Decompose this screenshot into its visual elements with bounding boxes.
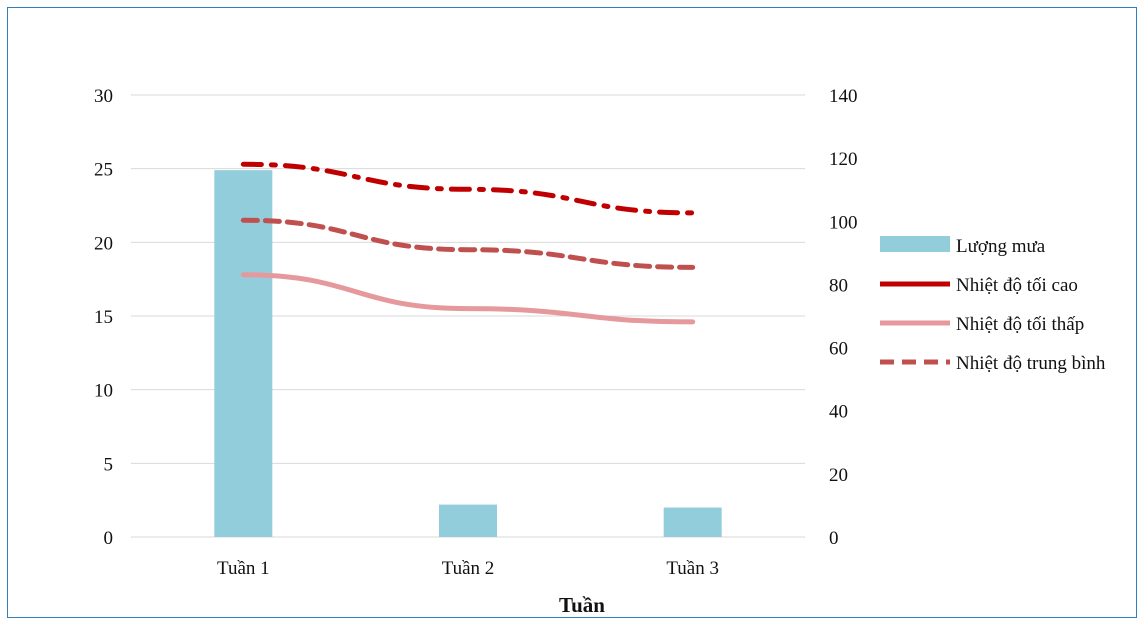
right-tick-label: 20 [829,465,848,486]
right-tick-label: 40 [829,402,848,423]
left-tick-label: 0 [104,528,114,549]
legend-label: Nhiệt độ tối thấp [956,314,1084,335]
bar [663,507,722,537]
legend-swatch [880,236,950,252]
category-label: Tuần 1 [217,558,270,579]
x-axis-title: Tuần [559,593,605,617]
series-line [240,217,696,270]
left-tick-label: 20 [94,233,113,254]
legend-label: Nhiệt độ trung bình [956,353,1106,374]
legend: Lượng mưa Nhiệt độ tối cao Nhiệt độ tối th… [880,236,1106,374]
bar-series-luong-mua [214,170,722,537]
left-tick-label: 5 [104,454,114,475]
category-label: Tuần 3 [666,558,719,579]
bar [439,504,497,537]
left-y-axis: 0 5 10 15 20 25 30 [94,86,113,549]
left-tick-label: 30 [94,86,113,107]
series-line [240,272,696,325]
legend-label: Nhiệt độ tối cao [956,275,1078,296]
right-tick-label: 60 [829,339,848,360]
category-label: Tuần 2 [442,558,495,579]
series-line [240,161,696,216]
right-tick-label: 140 [829,86,858,107]
left-tick-label: 10 [94,381,113,402]
line-series [240,161,696,325]
right-tick-label: 80 [829,275,848,296]
left-tick-label: 15 [94,307,113,328]
bar [214,170,273,537]
x-axis: Tuần 1 Tuần 2 Tuần 3 [217,558,719,579]
left-tick-label: 25 [94,160,113,181]
right-tick-label: 120 [829,149,858,170]
legend-label: Lượng mưa [956,236,1046,257]
right-y-axis: 0 20 40 60 80 100 120 140 [829,86,858,549]
right-tick-label: 0 [829,528,839,549]
right-tick-label: 100 [829,212,858,233]
